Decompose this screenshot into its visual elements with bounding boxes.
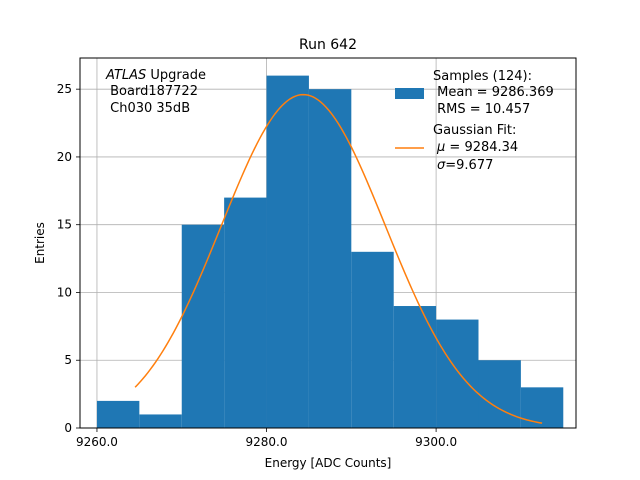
histogram-bar bbox=[266, 75, 309, 428]
legend-hist-swatch bbox=[395, 88, 424, 99]
histogram-bar bbox=[308, 89, 352, 429]
x-tick-label: 9300.0 bbox=[415, 435, 457, 449]
y-tick-label: 25 bbox=[57, 82, 72, 96]
histogram-bar bbox=[478, 360, 521, 428]
x-axis-label: Energy [ADC Counts] bbox=[265, 456, 392, 470]
histogram-bar bbox=[520, 387, 564, 428]
annotation-line-2: Board187722 bbox=[106, 84, 198, 99]
legend: Samples (124): Mean = 9286.369 RMS = 10.… bbox=[395, 69, 554, 173]
y-tick-label: 10 bbox=[57, 285, 72, 299]
histogram-bar bbox=[139, 414, 182, 428]
plot-frame bbox=[79, 57, 577, 429]
gaussian-fit-curve bbox=[134, 93, 543, 424]
legend-hist-rms: RMS = 10.457 bbox=[433, 102, 530, 117]
atlas-suffix: Upgrade bbox=[146, 68, 206, 83]
legend-hist-title: Samples (124): bbox=[433, 69, 532, 84]
histogram-bar bbox=[393, 306, 437, 428]
annotation-line-3: Ch030 35dB bbox=[106, 101, 190, 116]
annotation-line-1: ATLAS Upgrade bbox=[105, 68, 206, 83]
x-tick-label: 9260.0 bbox=[76, 435, 118, 449]
atlas-annotation: ATLAS Upgrade Board187722 Ch030 35dB bbox=[105, 68, 206, 116]
y-tick-label: 15 bbox=[57, 218, 72, 232]
x-tick-label: 9280.0 bbox=[246, 435, 288, 449]
y-axis-ticks: 0 5 10 15 20 25 bbox=[57, 82, 80, 435]
legend-fit-mu: μ = 9284.34 bbox=[436, 140, 518, 155]
histogram-bar bbox=[181, 224, 225, 428]
legend-hist-mean: Mean = 9286.369 bbox=[433, 85, 554, 100]
y-tick-label: 5 bbox=[64, 353, 72, 367]
chart-title: Run 642 bbox=[299, 37, 357, 53]
mu-value: = 9284.34 bbox=[445, 140, 518, 155]
legend-fit-sigma: σ=9.677 bbox=[437, 158, 493, 173]
histogram-bar bbox=[436, 319, 479, 428]
atlas-label: ATLAS bbox=[105, 68, 146, 83]
legend-fit-title: Gaussian Fit: bbox=[433, 123, 516, 138]
sigma-symbol: σ bbox=[437, 158, 446, 173]
histogram-bar bbox=[96, 400, 140, 428]
mu-symbol: μ bbox=[436, 140, 445, 155]
y-tick-label: 0 bbox=[64, 421, 72, 435]
y-tick-label: 20 bbox=[57, 150, 72, 164]
fit-curve-layer bbox=[134, 93, 543, 424]
sigma-value: =9.677 bbox=[445, 158, 493, 173]
histogram-bars bbox=[96, 75, 564, 429]
x-axis-ticks: 9260.0 9280.0 9300.0 bbox=[76, 428, 457, 449]
y-axis-label: Entries bbox=[33, 222, 47, 264]
histogram-bar bbox=[224, 197, 267, 428]
histogram-bar bbox=[351, 251, 394, 428]
